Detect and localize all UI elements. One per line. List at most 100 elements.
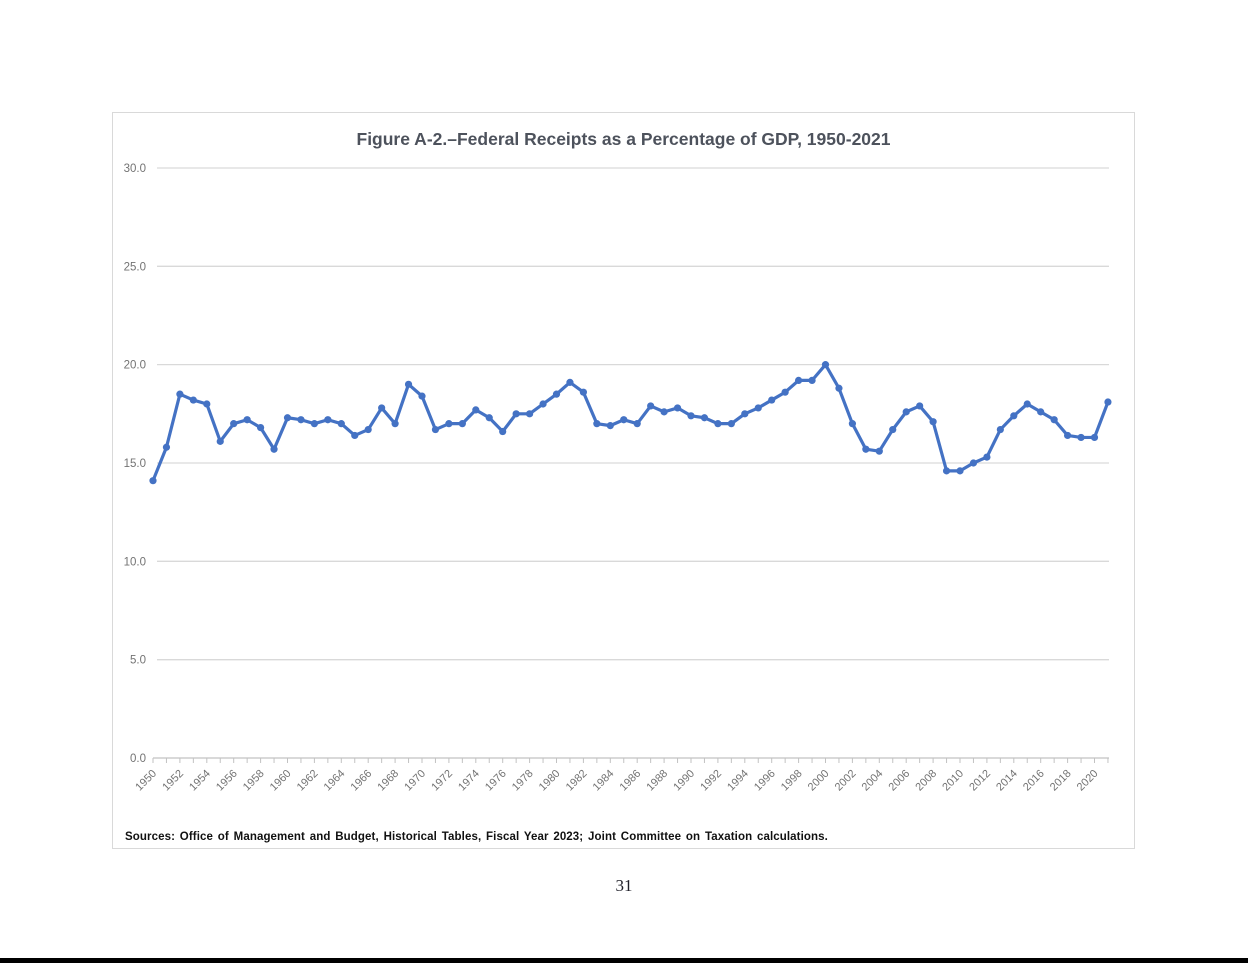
data-point [1077,433,1085,442]
y-tick-label: 0.0 [130,753,146,765]
y-tick-label: 25.0 [124,261,146,273]
y-tick-label: 5.0 [130,655,146,667]
data-point [230,420,238,428]
data-point [754,404,762,412]
data-point [606,422,614,430]
data-point [835,384,843,392]
figure-a2-chart-frame: Figure A-2.–Federal Receipts as a Percen… [112,112,1135,849]
data-point [189,396,197,404]
data-point [593,420,601,428]
data-point [404,380,413,388]
data-point [566,378,574,386]
data-point [351,431,359,440]
data-point [1010,412,1018,420]
x-tick-label: 1950 [133,768,159,794]
x-tick-label: 1958 [241,768,267,794]
data-point [781,388,789,396]
data-point [889,425,897,434]
data-point [660,408,668,416]
data-point [808,376,816,384]
data-point [1104,398,1112,406]
x-tick-label: 1960 [268,768,294,794]
data-point [499,427,507,436]
data-point [378,404,386,412]
x-tick-label: 2010 [940,768,966,794]
data-point [700,414,709,422]
x-tick-label: 1994 [725,768,751,794]
x-tick-label: 1964 [322,768,348,794]
y-tick-label: 20.0 [124,360,146,372]
chart-title: Figure A-2.–Federal Receipts as a Percen… [356,129,891,149]
data-point [633,420,641,428]
data-point [337,420,345,428]
data-point [942,467,951,475]
x-tick-label: 1954 [187,768,213,794]
data-point [956,467,964,475]
data-point [297,416,305,424]
data-point [902,408,910,416]
data-point [512,410,520,418]
data-point [929,418,937,426]
data-point [539,400,547,408]
x-tick-label: 2018 [1048,768,1074,794]
x-tick-label: 1980 [537,768,563,794]
x-tick-label: 1984 [591,768,617,794]
x-tick-label: 1978 [510,768,536,794]
x-tick-label: 1976 [483,768,509,794]
x-tick-label: 1992 [698,768,724,794]
data-point [875,447,883,455]
x-tick-label: 1970 [402,768,428,794]
data-point [162,443,171,451]
page-number: 31 [615,876,633,895]
data-point [391,420,399,428]
x-tick-label: 1972 [429,768,455,794]
x-tick-label: 1974 [456,768,482,794]
data-point [176,390,184,398]
bottom-black-bar [0,958,1248,963]
data-point [552,390,561,398]
data-point [768,396,776,404]
x-tick-label: 2014 [994,768,1020,794]
x-tick-label: 2000 [806,768,832,794]
data-point [149,477,157,485]
x-tick-label: 1962 [295,768,321,794]
data-point [862,445,870,453]
data-point [243,416,251,424]
data-point [431,425,440,434]
data-point [741,410,749,418]
x-tick-label: 2008 [913,768,939,794]
data-point [1050,416,1058,424]
data-point [445,420,453,428]
data-point [472,406,480,414]
x-tick-label: 1956 [214,768,240,794]
data-point [579,388,587,396]
x-tick-label: 2006 [887,768,913,794]
data-point [821,361,830,369]
y-tick-label: 30.0 [124,163,146,175]
data-point [1090,433,1099,442]
data-point [283,414,292,422]
x-tick-label: 1986 [618,768,644,794]
data-point [687,412,695,420]
x-tick-label: 1996 [752,768,778,794]
x-tick-label: 1998 [779,768,805,794]
x-tick-label: 1952 [160,768,186,794]
data-point [458,420,466,428]
data-point [364,425,372,434]
x-tick-label: 2020 [1075,768,1101,794]
y-tick-label: 15.0 [124,458,146,470]
data-point [485,414,493,422]
data-point [526,410,534,418]
x-tick-label: 1968 [375,768,401,794]
source-note: Sources: Office of Management and Budget… [125,831,828,843]
data-point [324,416,332,424]
data-point [1037,408,1045,416]
data-point [620,416,628,424]
data-point [673,404,682,412]
x-tick-label: 2002 [833,768,859,794]
data-point [983,453,991,461]
x-tick-label: 2012 [967,768,993,794]
data-point [916,402,924,410]
